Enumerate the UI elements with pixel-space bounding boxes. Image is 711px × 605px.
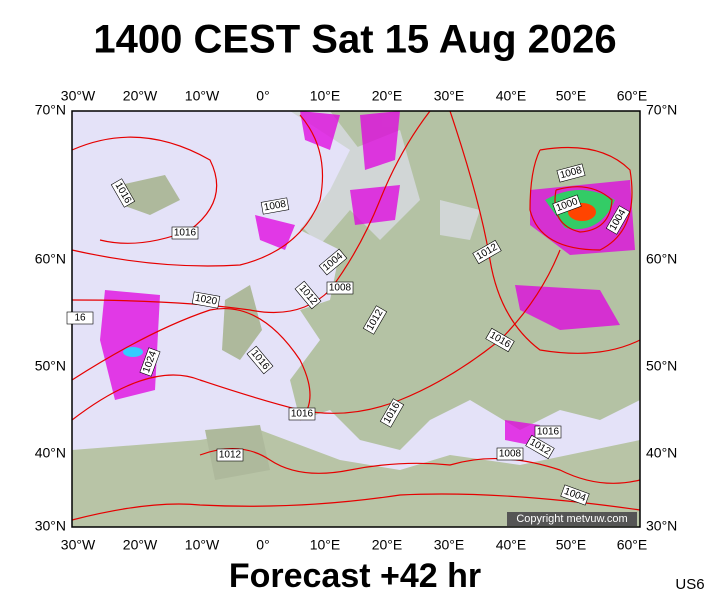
isobars [71,110,641,521]
lon-label-top: 20°W [123,88,158,104]
isobar-label-text: 1016 [537,427,560,438]
isobar-label-box [605,205,631,235]
isobar-label-box [294,280,322,310]
lat-label-left: 60°N [35,251,66,267]
lat-label-left: 30°N [35,518,66,534]
isobar-label-text: 1016 [291,409,314,420]
isobar-label-box [552,194,582,216]
isobar-label-box [216,448,244,462]
isobar-label: 1008 [260,197,290,215]
lat-label-right: 30°N [646,518,677,534]
isobar-label-box [560,484,590,506]
isobar-label-text: 1008 [263,199,287,214]
lon-label-top: 20°E [372,88,403,104]
isobar-label-text: 1012 [219,450,242,461]
lon-label-top: 40°E [496,88,527,104]
lon-label-bottom: 30°W [61,537,96,553]
lon-label-top: 30°E [434,88,465,104]
lat-label-left: 50°N [35,358,66,374]
lat-label-left: 70°N [35,102,66,118]
isobar-label-box [318,248,348,276]
isobar-label: 1008 [326,281,354,295]
copyright: Copyright metvuw.com [516,513,627,525]
isobar-label-box [326,281,354,295]
land-britain [222,285,262,360]
isobar-label: 1016 [171,226,199,240]
title: 1400 CEST Sat 15 Aug 2026 [93,18,616,62]
isobar-label: 1008 [556,163,586,183]
labels: 30°W 30°W 20°W 20°W 10°W 10°W 0° 0° 10°E 10°E 20°E… [35,88,678,553]
isobar-label-box [260,197,290,215]
copyright-box [507,512,637,526]
isobar-label-box [246,345,274,375]
lon-label-top: 10°E [310,88,341,104]
isobar-label-box [139,347,161,377]
lon-label-bottom: 20°E [372,537,403,553]
isobar-label-box [191,291,221,309]
isobar-label: 1012 [216,448,244,462]
lat-label-right: 40°N [646,445,677,461]
isobar-label: 1016 [288,407,316,421]
lon-label-bottom: 20°W [123,537,158,553]
land-iceland [120,175,180,215]
lon-label-bottom: 30°E [434,537,465,553]
isobar-label-box [485,327,515,353]
lon-label-bottom: 40°E [496,537,527,553]
lon-label-top: 60°E [617,88,648,104]
isobar-label: 1016 [534,425,562,439]
lon-label-bottom: 50°E [556,537,587,553]
lon-label-bottom: 60°E [617,537,648,553]
isobar-label-box [362,305,388,335]
lon-label-top: 0° [256,88,269,104]
isobar-label-text: 16 [74,313,86,324]
isobar-label: 16 [66,311,94,325]
isobar-label-text: 1008 [329,283,352,294]
lon-label-top: 50°E [556,88,587,104]
isobar-label-box [110,178,136,208]
map-area [71,110,641,527]
lat-label-right: 60°N [646,251,677,267]
isobar-label-text: 1016 [174,228,197,239]
isobar-label-box [66,311,94,325]
isobar-label-box [171,226,199,240]
lon-label-bottom: 10°E [310,537,341,553]
isobar-label-box [534,425,562,439]
isobar-label: 1020 [191,291,221,309]
isobar-label-box [379,398,405,428]
lat-label-right: 50°N [646,358,677,374]
lon-label-top: 10°W [185,88,220,104]
isobar-label-text: 1008 [499,449,522,460]
isobar-label-text: 1020 [194,293,218,308]
lon-label-bottom: 10°W [185,537,220,553]
lon-label-bottom: 0° [256,537,269,553]
isobar-label-box [496,447,524,461]
isobar-label: 1008 [496,447,524,461]
model-code: US6 [675,576,704,593]
isobar-label-box [472,239,502,265]
forecast: Forecast +42 hr [229,557,481,595]
precipitation [100,111,635,445]
isobar-label-box [525,434,555,460]
lat-label-right: 70°N [646,102,677,118]
baltic-and-gulfs [290,111,480,245]
lat-label-left: 40°N [35,445,66,461]
isobar-label-box [288,407,316,421]
heavy-rain-2 [123,347,143,357]
lon-label-top: 30°W [61,88,96,104]
isobar-label-box [556,163,586,183]
